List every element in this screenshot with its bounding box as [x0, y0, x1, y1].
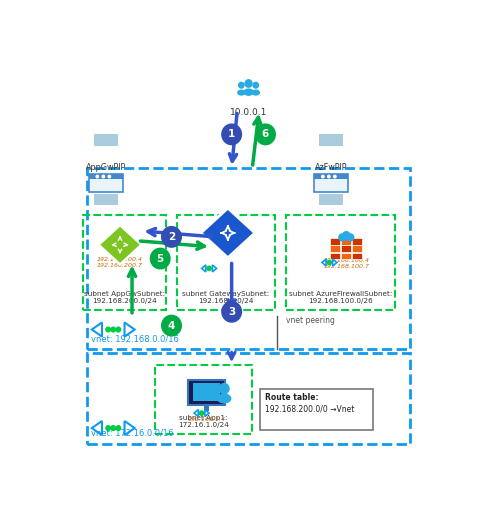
- Text: AzFwPIP: AzFwPIP: [314, 163, 347, 172]
- Polygon shape: [351, 245, 362, 252]
- Text: 192.168.1.4: 192.168.1.4: [187, 417, 225, 422]
- Polygon shape: [340, 238, 350, 245]
- Ellipse shape: [217, 394, 230, 403]
- Polygon shape: [193, 382, 220, 401]
- Polygon shape: [203, 405, 209, 411]
- Polygon shape: [340, 245, 350, 252]
- Polygon shape: [89, 174, 122, 192]
- Circle shape: [106, 425, 110, 431]
- Polygon shape: [93, 194, 118, 205]
- Text: subnet App1:
172.16.1.0/24: subnet App1: 172.16.1.0/24: [178, 415, 228, 428]
- Text: subnet AzureFirewallSubnet:
192.168.100.0/26: subnet AzureFirewallSubnet: 192.168.100.…: [288, 291, 392, 304]
- Polygon shape: [99, 225, 141, 264]
- Circle shape: [161, 227, 181, 247]
- Text: 3: 3: [227, 307, 235, 317]
- Text: subnet AppGwSubnet:
192.168.200.0/24: subnet AppGwSubnet: 192.168.200.0/24: [84, 291, 165, 304]
- Text: 192.168.200.0/0 →Vnet: 192.168.200.0/0 →Vnet: [265, 404, 354, 413]
- Polygon shape: [314, 174, 348, 179]
- Polygon shape: [259, 389, 372, 430]
- Polygon shape: [318, 134, 343, 146]
- Polygon shape: [89, 174, 122, 179]
- Circle shape: [116, 425, 121, 431]
- Text: 192.168.200.4
192.168.200.7: 192.168.200.4 192.168.200.7: [97, 257, 143, 268]
- Circle shape: [96, 175, 98, 178]
- Circle shape: [219, 383, 228, 394]
- Circle shape: [342, 232, 349, 240]
- Circle shape: [333, 175, 335, 178]
- Circle shape: [253, 82, 258, 88]
- Polygon shape: [188, 380, 224, 405]
- Text: vnet: 192.168.0.0/16: vnet: 192.168.0.0/16: [91, 334, 178, 344]
- Circle shape: [102, 175, 105, 178]
- Circle shape: [111, 327, 115, 332]
- Circle shape: [238, 82, 243, 88]
- Ellipse shape: [243, 89, 253, 95]
- Text: 6: 6: [261, 130, 269, 139]
- Circle shape: [244, 80, 252, 87]
- Circle shape: [255, 124, 275, 144]
- Text: Route table:: Route table:: [265, 393, 318, 402]
- Ellipse shape: [252, 90, 259, 95]
- Polygon shape: [329, 252, 339, 259]
- Circle shape: [116, 327, 121, 332]
- Circle shape: [108, 175, 110, 178]
- Polygon shape: [351, 252, 362, 259]
- Polygon shape: [200, 208, 255, 258]
- Circle shape: [221, 124, 241, 144]
- Circle shape: [321, 175, 323, 178]
- Circle shape: [161, 315, 181, 336]
- Circle shape: [207, 266, 211, 270]
- Text: vnet: 172.16.0.0/16: vnet: 172.16.0.0/16: [91, 429, 173, 438]
- Circle shape: [150, 248, 170, 269]
- Circle shape: [327, 260, 331, 265]
- Circle shape: [338, 234, 345, 241]
- Text: vnet peering: vnet peering: [286, 316, 334, 325]
- Text: 5: 5: [156, 253, 164, 264]
- Polygon shape: [329, 238, 339, 245]
- Text: 4: 4: [167, 321, 175, 331]
- Circle shape: [111, 425, 115, 431]
- Polygon shape: [93, 134, 118, 146]
- Circle shape: [221, 302, 241, 322]
- Polygon shape: [318, 194, 343, 205]
- Polygon shape: [314, 174, 348, 192]
- Text: AppGwPIP: AppGwPIP: [86, 163, 125, 172]
- Circle shape: [347, 234, 353, 241]
- Text: 192.168.100.4
192.168.100.7: 192.168.100.4 192.168.100.7: [323, 258, 368, 269]
- Ellipse shape: [237, 90, 244, 95]
- Text: 2: 2: [167, 232, 175, 242]
- Text: 10.0.0.1: 10.0.0.1: [229, 108, 267, 117]
- Polygon shape: [351, 238, 362, 245]
- Circle shape: [327, 175, 330, 178]
- Polygon shape: [329, 245, 339, 252]
- Circle shape: [199, 411, 203, 415]
- Circle shape: [106, 327, 110, 332]
- Text: 1: 1: [227, 130, 235, 139]
- Polygon shape: [340, 252, 350, 259]
- Text: subnet GatewaySubnet:
192.168.0.0/24: subnet GatewaySubnet: 192.168.0.0/24: [182, 291, 269, 304]
